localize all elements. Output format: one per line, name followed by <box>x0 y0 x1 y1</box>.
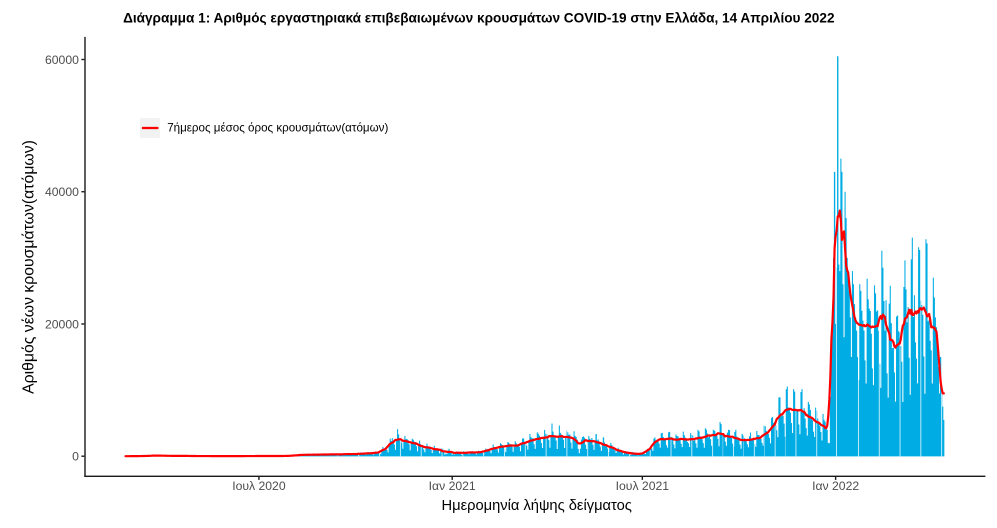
svg-text:0: 0 <box>72 450 79 464</box>
svg-text:Ιαν 2022: Ιαν 2022 <box>812 479 859 493</box>
svg-text:Ημερομηνία λήψης δείγματος: Ημερομηνία λήψης δείγματος <box>442 498 632 514</box>
svg-text:7ήμερος μέσος όρος κρουσμάτων(: 7ήμερος μέσος όρος κρουσμάτων(ατόμων) <box>167 121 388 134</box>
svg-text:Ιουλ 2021: Ιουλ 2021 <box>616 479 670 493</box>
svg-text:20000: 20000 <box>45 317 79 331</box>
svg-text:Διάγραμμα 1: Αριθμός εργαστηρι: Διάγραμμα 1: Αριθμός εργαστηριακά επιβεβ… <box>123 11 835 26</box>
svg-text:40000: 40000 <box>45 185 79 199</box>
svg-text:Ιουλ 2020: Ιουλ 2020 <box>232 479 286 493</box>
svg-text:60000: 60000 <box>45 53 79 67</box>
svg-text:Ιαν 2021: Ιαν 2021 <box>429 479 476 493</box>
svg-text:Αριθμός νέων κρουσμάτων(ατόμων: Αριθμός νέων κρουσμάτων(ατόμων) <box>21 140 38 394</box>
